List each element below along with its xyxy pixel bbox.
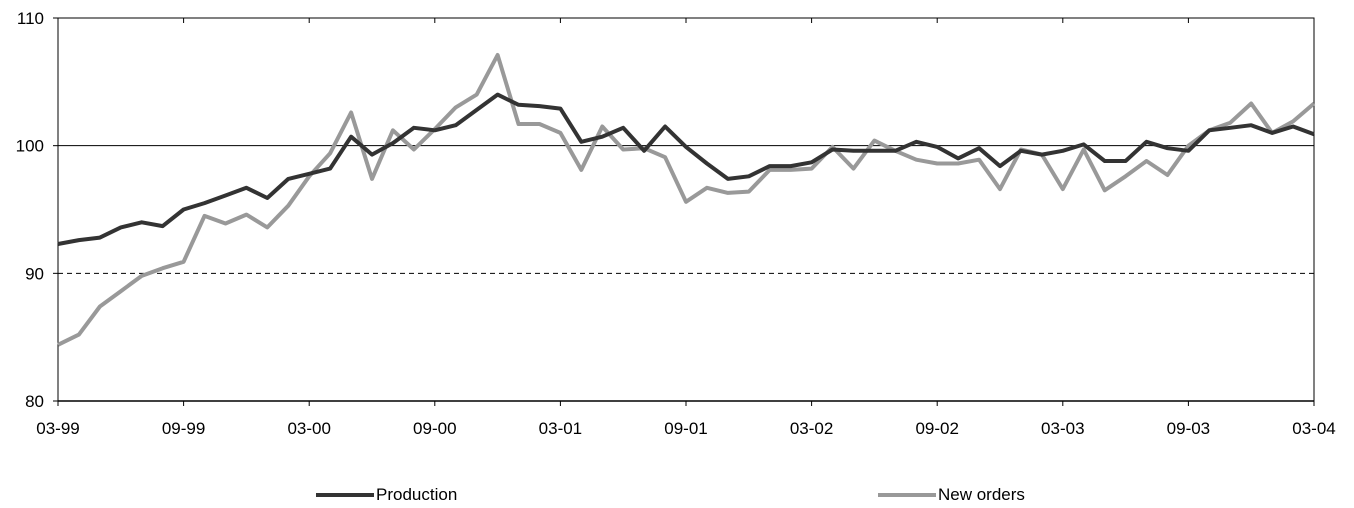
- x-tick-label: 03-02: [790, 419, 833, 438]
- x-tick-label: 09-03: [1167, 419, 1210, 438]
- y-tick-label: 100: [16, 137, 44, 156]
- legend-item-new-orders: New orders: [878, 484, 1025, 506]
- x-tick-label: 09-01: [664, 419, 707, 438]
- line-chart: 80 90 100 110 03-99 09-99 03-00 09-00 03-01 09-01…: [16, 9, 1336, 438]
- production-legend-label: Production: [376, 485, 458, 504]
- legend-item-production: Production: [316, 484, 457, 506]
- reference-lines: [58, 145, 1314, 274]
- series-line-new-orders: [57, 53, 1316, 347]
- x-tick-label: 03-03: [1041, 419, 1084, 438]
- x-tick-label: 09-00: [413, 419, 456, 438]
- plot-frame: [57, 17, 1315, 402]
- y-tick-label: 110: [17, 9, 44, 28]
- x-tick-label: 09-02: [915, 419, 958, 438]
- x-tick-label: 03-99: [36, 419, 79, 438]
- axes: [53, 17, 1315, 406]
- y-tick-label: 80: [25, 392, 44, 411]
- new-orders-legend-label: New orders: [938, 485, 1025, 504]
- x-tick-label: 03-04: [1292, 419, 1335, 438]
- tick-labels: 80 90 100 110 03-99 09-99 03-00 09-00 03-01 09-01…: [16, 9, 1336, 438]
- series-line-production: [57, 92, 1315, 246]
- x-tick-label: 09-99: [162, 419, 205, 438]
- production-legend-swatch: [316, 493, 374, 497]
- new-orders-legend-swatch: [878, 493, 936, 497]
- y-tick-label: 90: [25, 264, 44, 283]
- series-lines: [57, 53, 1316, 347]
- x-tick-label: 03-01: [539, 419, 582, 438]
- x-tick-label: 03-00: [287, 419, 330, 438]
